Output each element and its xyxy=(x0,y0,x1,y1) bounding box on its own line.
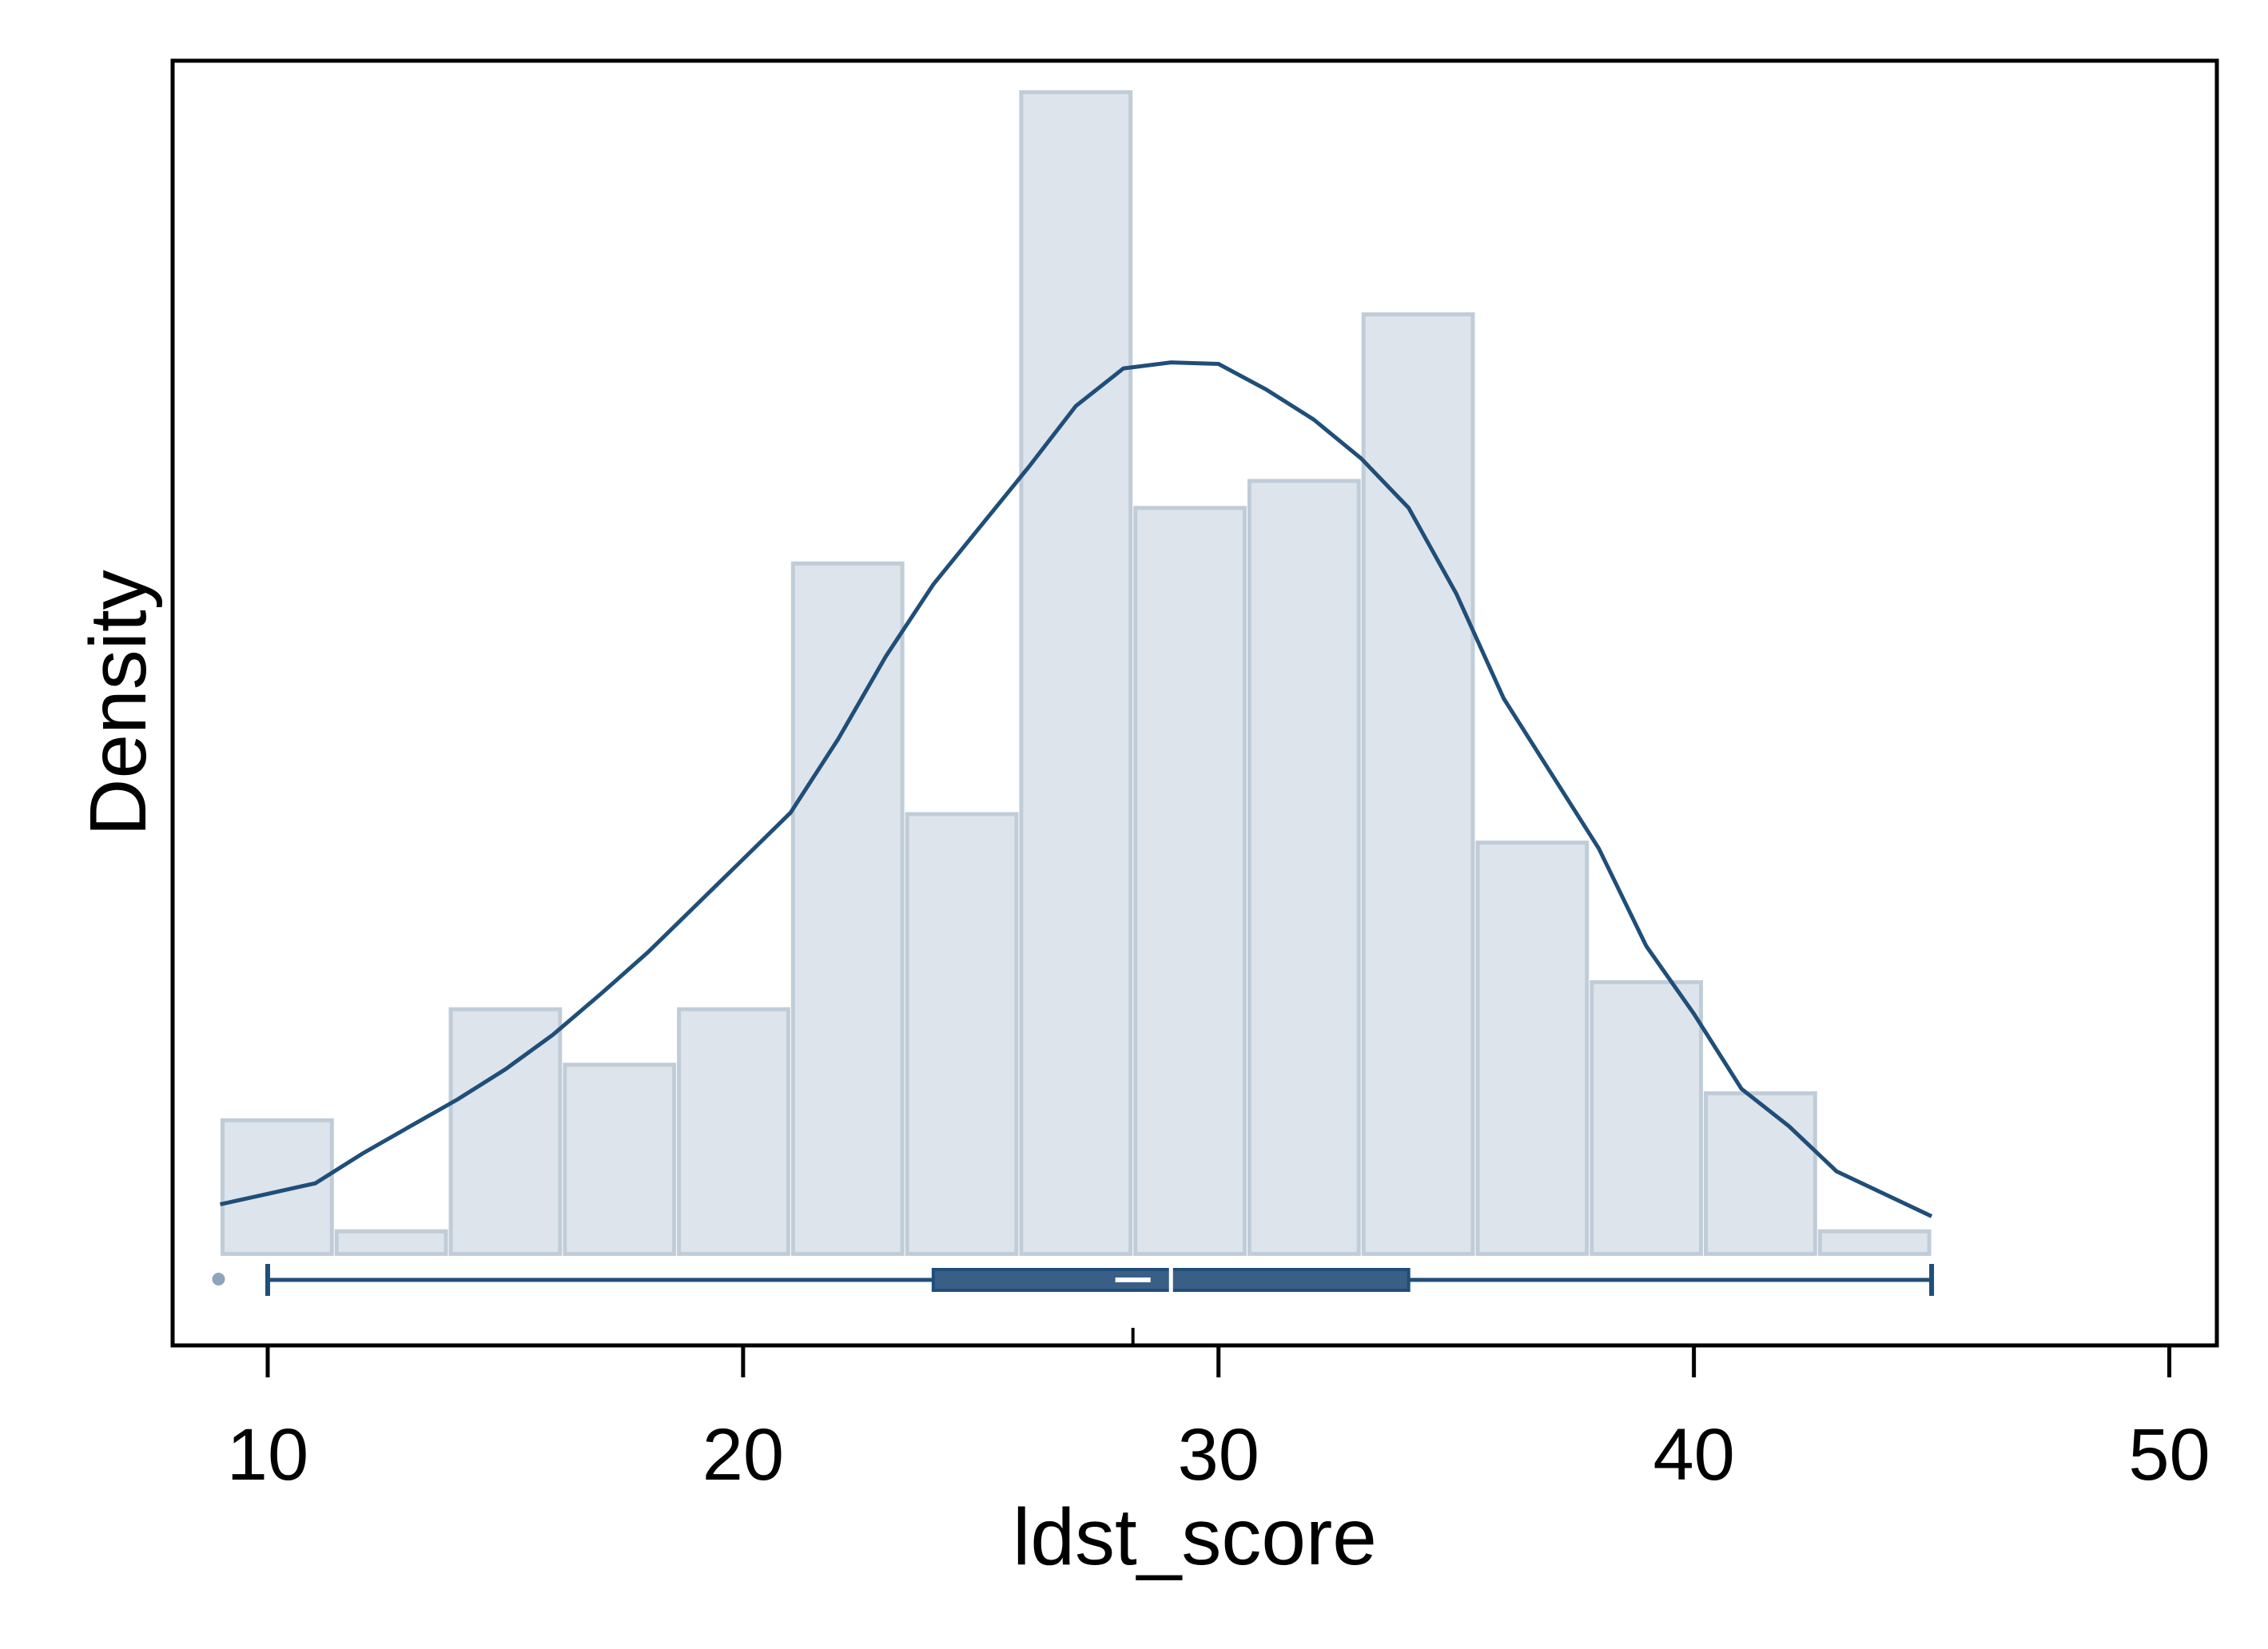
histogram-bar xyxy=(563,1063,677,1256)
histogram-bar xyxy=(1133,506,1247,1256)
histogram-bar xyxy=(1475,840,1590,1256)
plot-frame xyxy=(170,58,2219,1348)
histogram-bars xyxy=(220,89,1932,1256)
histogram-bar xyxy=(1590,979,1704,1256)
kde-line xyxy=(219,360,1933,1218)
y-axis-title: Density xyxy=(74,570,163,836)
histogram-bar xyxy=(1704,1091,1817,1256)
boxplot xyxy=(212,1264,1935,1345)
x-tick-label: 50 xyxy=(2128,1414,2210,1496)
histogram-bar xyxy=(905,812,1019,1256)
histogram-bar xyxy=(1019,89,1133,1256)
histogram-bar xyxy=(1247,479,1361,1256)
histogram-bar xyxy=(220,1118,334,1256)
x-tick-label: 30 xyxy=(1178,1414,1259,1496)
boxplot-outlier xyxy=(212,1273,225,1285)
x-tick-label: 10 xyxy=(227,1414,308,1496)
histogram-bar xyxy=(677,1007,790,1256)
x-axis-ticks: 10 20 30 40 50 xyxy=(227,1345,2210,1496)
x-tick-label: 40 xyxy=(1653,1414,1734,1496)
histogram-bar xyxy=(1817,1229,1932,1256)
histogram-bar xyxy=(334,1229,448,1256)
histogram-bar xyxy=(1361,312,1475,1256)
histogram-bar xyxy=(448,1007,563,1256)
histogram-bar xyxy=(790,561,905,1256)
x-tick-label: 20 xyxy=(702,1414,784,1496)
x-axis-title: ldst_score xyxy=(1013,1492,1377,1582)
